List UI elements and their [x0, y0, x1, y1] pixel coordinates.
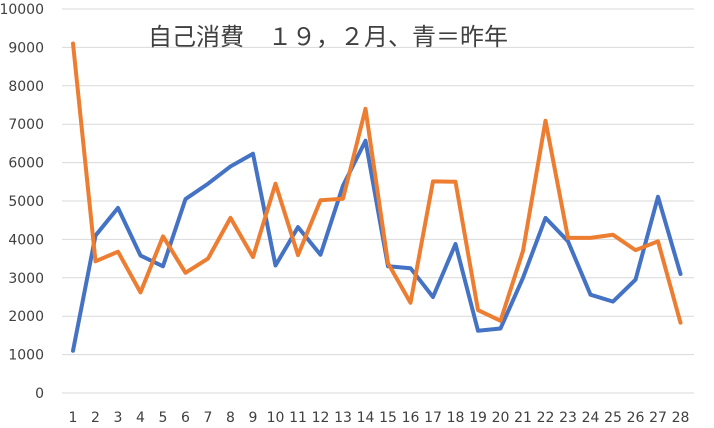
x-tick-label: 10 — [267, 410, 285, 426]
x-tick-label: 8 — [226, 410, 235, 426]
x-tick-label: 4 — [136, 410, 145, 426]
chart-title: 自己消費 １９，２月、青＝昨年 — [148, 23, 508, 51]
series-line-blue — [71, 138, 683, 353]
x-tick-label: 18 — [447, 410, 465, 426]
x-tick-label: 1 — [69, 410, 78, 426]
y-tick-label: 5000 — [8, 194, 44, 210]
y-tick-label: 9000 — [8, 40, 44, 56]
x-tick-label: 21 — [514, 410, 532, 426]
x-tick-label: 27 — [649, 410, 667, 426]
y-tick-label: 10000 — [0, 2, 44, 18]
x-tick-label: 16 — [402, 410, 420, 426]
x-tick-label: 24 — [582, 410, 600, 426]
x-tick-label: 26 — [627, 410, 645, 426]
x-tick-label: 5 — [159, 410, 168, 426]
x-tick-label: 28 — [672, 410, 690, 426]
x-tick-label: 20 — [492, 410, 510, 426]
x-axis-tick-labels: 1 2 3 4 5 6 7 8 9 10 11 12 13 14 15 16 17 18 19 20 21 22 23 24 2… — [69, 410, 690, 426]
y-axis-tick-labels: 0 1000 2000 3000 4000 5000 6000 7000 8000 9000 100… — [0, 2, 44, 402]
x-tick-label: 2 — [91, 410, 100, 426]
x-tick-label: 13 — [334, 410, 352, 426]
x-tick-label: 7 — [204, 410, 213, 426]
x-tick-label: 12 — [312, 410, 330, 426]
y-tick-label: 2000 — [8, 309, 44, 325]
y-tick-label: 8000 — [8, 79, 44, 95]
x-tick-label: 3 — [114, 410, 123, 426]
x-tick-label: 22 — [537, 410, 555, 426]
series-line-orange — [71, 41, 683, 325]
x-tick-label: 6 — [181, 410, 190, 426]
series-lines — [71, 41, 683, 353]
y-tick-label: 1000 — [8, 348, 44, 364]
y-tick-label: 4000 — [8, 232, 44, 248]
x-tick-label: 17 — [424, 410, 442, 426]
x-tick-label: 15 — [379, 410, 397, 426]
y-tick-label: 6000 — [8, 156, 44, 172]
x-tick-label: 9 — [249, 410, 258, 426]
x-tick-label: 23 — [559, 410, 577, 426]
y-tick-label: 0 — [35, 386, 44, 402]
x-tick-label: 25 — [604, 410, 622, 426]
x-tick-label: 14 — [357, 410, 375, 426]
x-tick-label: 11 — [289, 410, 307, 426]
y-tick-label: 3000 — [8, 271, 44, 287]
y-tick-label: 7000 — [8, 117, 44, 133]
x-tick-label: 19 — [469, 410, 487, 426]
